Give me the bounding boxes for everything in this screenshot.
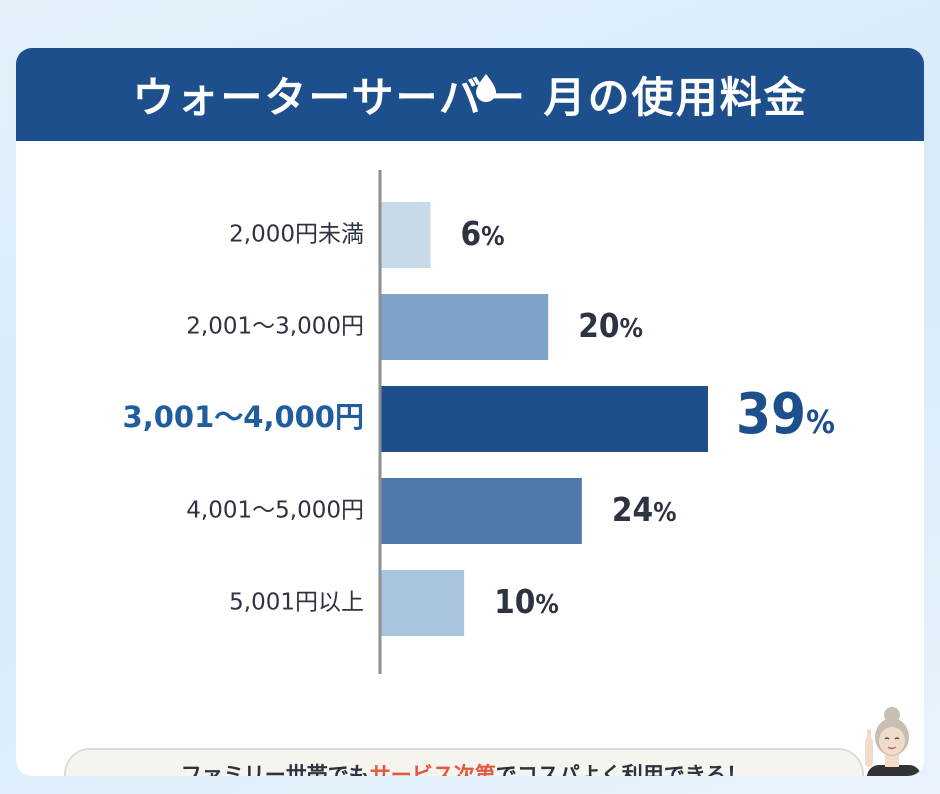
value-label-3: 24% [612,490,677,529]
bar-4 [380,570,465,636]
value-label-2: 39% [736,382,835,447]
bar-3 [380,478,582,544]
footer-note-pill [64,748,864,776]
category-label-3: 4,001〜5,000円 [186,498,364,524]
footer-text-before: ファミリー世帯でも [180,763,370,776]
water-drop-icon [476,74,496,102]
category-label-2: 3,001〜4,000円 [123,400,364,434]
bar-0 [380,202,431,268]
category-label-4: 5,001円以上 [229,590,364,616]
category-label-0: 2,000円未満 [229,222,364,248]
value-label-4: 10% [494,582,559,621]
category-label-1: 2,001〜3,000円 [186,314,364,340]
chart-card: ウォーターサーバー 月の使用料金 2,000円未満 6% 2,001〜3,000円 2… [16,48,924,776]
bar-chart: 2,000円未満 6% 2,001〜3,000円 20% 3,001〜4,000円 39%… [123,170,835,674]
footer-text-highlight: サービス次第 [369,763,496,776]
bar-1 [380,294,549,360]
page-title: ウォーターサーバー 月の使用料金 [132,73,808,122]
value-label-0: 6% [460,214,504,253]
value-label-1: 20% [578,306,643,345]
person-pointing-icon [865,707,921,776]
bar-2 [380,386,708,452]
footer-note: ファミリー世帯でも サービス次第 でコスパよく利用できる！ [64,748,864,776]
footer-text-after: でコスパよく利用できる！ [495,763,748,776]
